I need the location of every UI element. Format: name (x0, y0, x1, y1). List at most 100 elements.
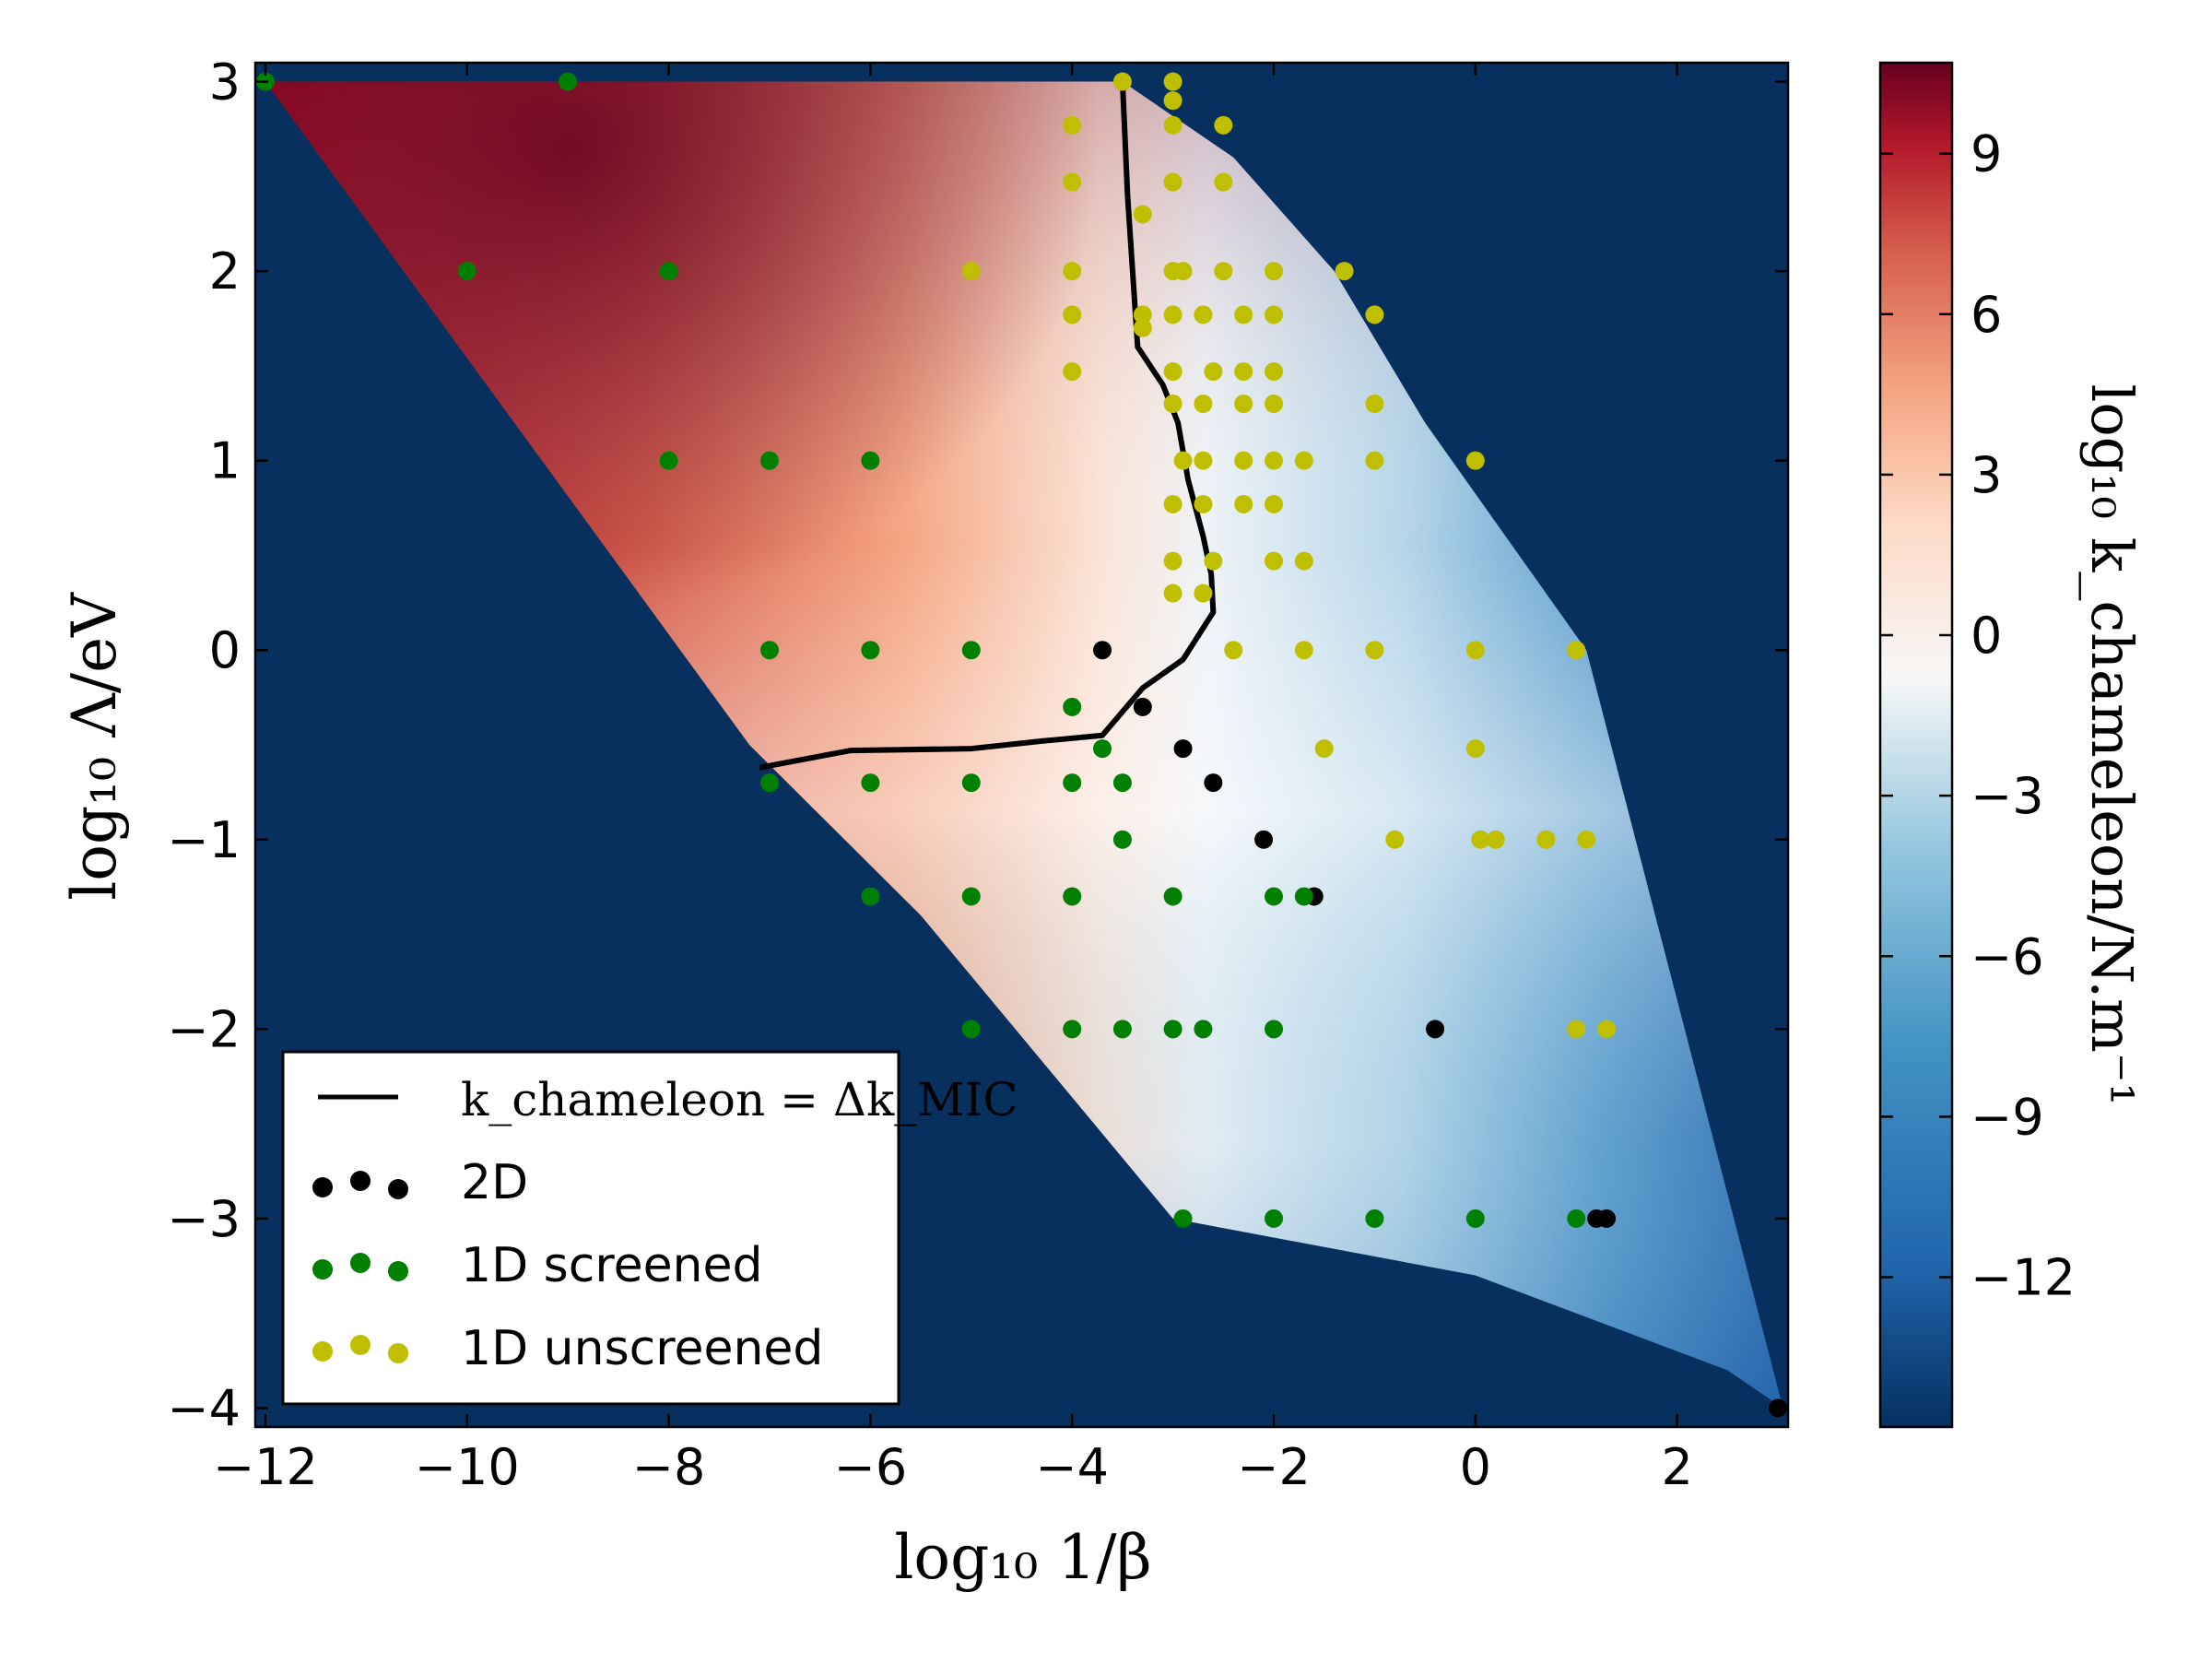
point-1d-screened-28 (1194, 1020, 1213, 1039)
point-2d-4 (1254, 830, 1274, 849)
point-1d-unscreened-17 (1063, 305, 1082, 324)
point-1d-unscreened-38 (1265, 451, 1284, 470)
colorbar-label: log₁₀ k_chameleon/N.m⁻¹ (2078, 384, 2146, 1106)
y-tick-label-6: 2 (209, 242, 241, 301)
point-1d-unscreened-20 (1194, 305, 1213, 324)
point-1d-unscreened-18 (1133, 305, 1152, 324)
y-tick-label-5: 1 (209, 432, 241, 490)
point-1d-screened-18 (861, 887, 880, 906)
point-1d-unscreened-55 (1465, 641, 1485, 660)
point-1d-screened-7 (759, 641, 779, 660)
point-1d-screened-22 (1265, 887, 1284, 906)
x-tick-label-0: −12 (213, 1438, 318, 1496)
point-1d-unscreened-53 (1294, 641, 1313, 660)
point-1d-screened-10 (1063, 697, 1082, 716)
point-1d-unscreened-23 (1365, 305, 1384, 324)
point-1d-screened-6 (861, 451, 880, 470)
point-1d-unscreened-63 (1577, 830, 1596, 849)
point-1d-unscreened-47 (1204, 551, 1223, 571)
x-tick-label-2: −8 (632, 1438, 706, 1496)
point-1d-unscreened-16 (1335, 262, 1354, 281)
point-1d-screened-5 (759, 451, 779, 470)
point-1d-unscreened-62 (1536, 830, 1556, 849)
colorbar-tick-label-3: 0 (1971, 607, 2002, 665)
y-tick-label-0: −4 (167, 1379, 241, 1437)
point-1d-unscreened-51 (1194, 584, 1213, 603)
point-1d-unscreened-40 (1365, 451, 1384, 470)
point-1d-screened-32 (1365, 1209, 1384, 1228)
point-1d-unscreened-8 (1214, 172, 1233, 192)
point-1d-screened-34 (1567, 1209, 1586, 1228)
legend-label-threshold: k_chameleon = Δk_MIC (461, 1073, 1018, 1126)
point-1d-unscreened-26 (1163, 362, 1182, 382)
point-1d-screened-15 (1063, 773, 1082, 793)
point-1d-unscreened-49 (1294, 551, 1313, 571)
point-1d-unscreened-33 (1265, 395, 1284, 413)
legend-label-2d: 2D (461, 1155, 528, 1210)
legend-label-unscreened: 1D unscreened (461, 1321, 823, 1376)
point-1d-screened-33 (1465, 1209, 1485, 1228)
x-axis-label: log₁₀ 1/β (894, 1522, 1151, 1593)
colorbar-ticks: 9 6 3 0 −3 −6 −9 −12 (1880, 125, 2076, 1306)
point-1d-unscreened-2 (1163, 91, 1182, 111)
point-1d-unscreened-11 (1063, 262, 1082, 281)
y-tick-label-4: 0 (209, 621, 241, 679)
point-1d-unscreened-21 (1234, 305, 1253, 324)
series-layer (255, 72, 1788, 1418)
point-1d-unscreened-31 (1194, 395, 1213, 413)
colorbar-tick-label-1: 6 (1971, 286, 2002, 344)
x-tick-label-6: 0 (1460, 1438, 1491, 1496)
point-1d-unscreened-54 (1365, 641, 1384, 660)
point-1d-unscreened-43 (1194, 494, 1213, 513)
point-1d-screened-11 (1093, 739, 1112, 759)
point-1d-unscreened-25 (1063, 362, 1082, 382)
point-1d-unscreened-36 (1194, 451, 1213, 470)
point-1d-unscreened-60 (1471, 830, 1490, 849)
point-1d-unscreened-22 (1265, 305, 1284, 324)
point-1d-unscreened-7 (1163, 172, 1182, 192)
point-1d-screened-8 (861, 641, 880, 660)
point-1d-screened-13 (861, 773, 880, 793)
point-1d-unscreened-41 (1465, 451, 1485, 470)
point-1d-unscreened-5 (1214, 115, 1233, 135)
point-1d-unscreened-6 (1063, 172, 1082, 192)
x-tick-label-5: −2 (1237, 1438, 1311, 1496)
point-1d-unscreened-13 (1173, 262, 1193, 281)
point-1d-screened-1 (559, 72, 578, 91)
point-1d-unscreened-46 (1163, 551, 1182, 571)
point-1d-unscreened-52 (1224, 641, 1243, 660)
y-tick-label-7: 3 (209, 53, 241, 112)
legend-marker-unscreened-1 (312, 1341, 333, 1362)
point-1d-unscreened-30 (1163, 395, 1182, 413)
colorbar-tick-label-5: −6 (1971, 927, 2044, 985)
point-1d-unscreened-4 (1163, 115, 1182, 135)
point-1d-unscreened-29 (1265, 362, 1284, 382)
legend-marker-2d-1 (312, 1177, 333, 1197)
point-1d-unscreened-27 (1204, 362, 1223, 382)
point-1d-unscreened-65 (1597, 1020, 1617, 1039)
point-2d-6 (1426, 1020, 1445, 1039)
point-2d-8 (1597, 1209, 1617, 1228)
point-1d-screened-20 (1063, 887, 1082, 906)
point-1d-unscreened-14 (1214, 262, 1233, 281)
point-1d-unscreened-10 (961, 262, 981, 281)
legend-marker-2d-2 (350, 1171, 371, 1191)
legend-marker-screened-1 (312, 1259, 333, 1280)
y-axis-label: log₁₀ Λ/eV (59, 592, 130, 901)
legend-marker-screened-3 (388, 1261, 408, 1281)
point-1d-unscreened-56 (1567, 641, 1586, 660)
point-1d-unscreened-34 (1365, 395, 1384, 413)
x-tick-label-4: −4 (1035, 1438, 1109, 1496)
point-1d-unscreened-48 (1265, 551, 1284, 571)
y-tick-label-3: −1 (167, 811, 241, 869)
point-1d-unscreened-15 (1265, 262, 1284, 281)
point-1d-screened-17 (1112, 830, 1132, 849)
point-2d-0 (1093, 641, 1112, 660)
plot-frame (253, 61, 1790, 1429)
point-1d-unscreened-59 (1385, 830, 1405, 849)
point-1d-unscreened-44 (1234, 494, 1253, 513)
point-2d-3 (1204, 773, 1223, 793)
legend: k_chameleon = Δk_MIC 2D 1D screened 1D u… (281, 1050, 1018, 1406)
